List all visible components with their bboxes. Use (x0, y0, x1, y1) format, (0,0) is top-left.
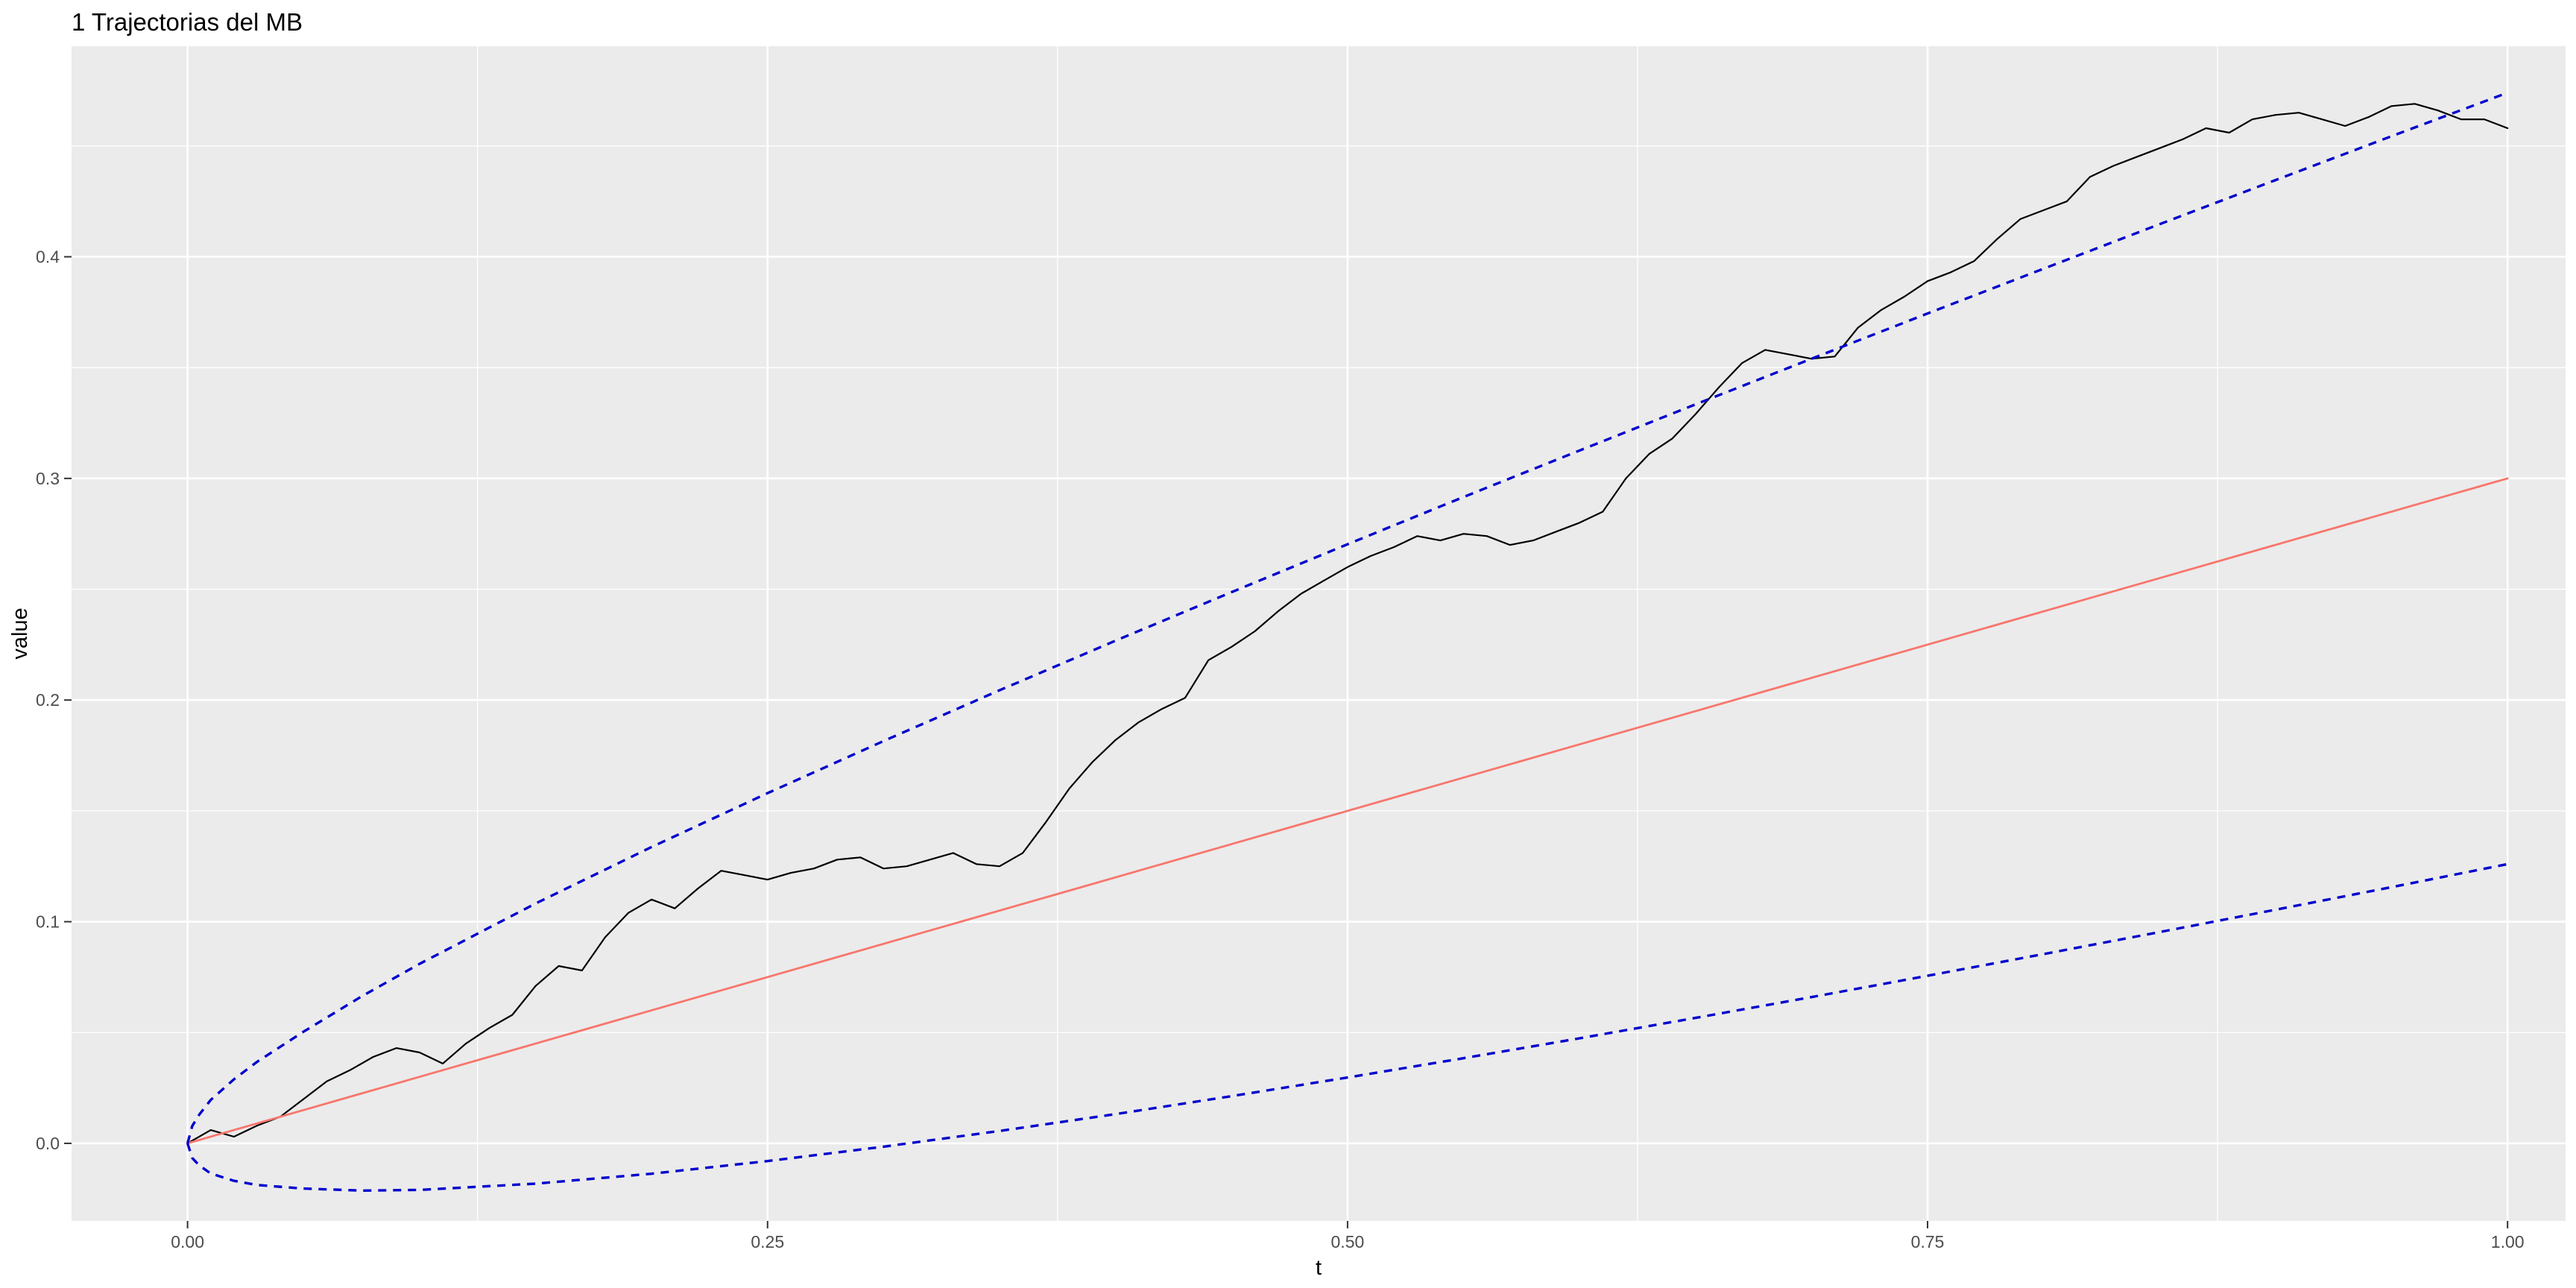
mean-line (186, 477, 2509, 1145)
chart-title: 1 Trajectorias del MB (72, 8, 303, 36)
x-tick-label: 0.25 (751, 1232, 784, 1251)
y-tick-label: 0.4 (36, 247, 60, 266)
y-tick-label: 0.0 (36, 1134, 60, 1153)
brownian-path-line (186, 103, 2509, 1145)
plot-panel (72, 46, 2566, 1221)
x-tick-label: 0.00 (171, 1232, 204, 1251)
y-axis: 0.0 0.1 0.2 0.3 0.4 (36, 247, 72, 1153)
y-tick-label: 0.1 (36, 912, 60, 932)
grid-lines (72, 46, 2566, 1221)
x-tick-label: 0.50 (1331, 1232, 1365, 1251)
lower-bound-line (186, 862, 2508, 1193)
x-tick-label: 1.00 (2491, 1232, 2525, 1251)
y-axis-title: value (8, 607, 32, 659)
series-lines (186, 91, 2509, 1193)
y-tick-label: 0.2 (36, 690, 60, 710)
upper-bound-line (186, 91, 2508, 1144)
y-tick-label: 0.3 (36, 469, 60, 488)
x-tick-label: 0.75 (1911, 1232, 1945, 1251)
x-axis-title: t (1316, 1256, 1322, 1280)
x-axis: 0.00 0.25 0.50 0.75 1.00 (171, 1221, 2525, 1251)
